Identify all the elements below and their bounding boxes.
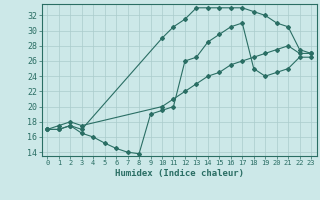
X-axis label: Humidex (Indice chaleur): Humidex (Indice chaleur) xyxy=(115,169,244,178)
